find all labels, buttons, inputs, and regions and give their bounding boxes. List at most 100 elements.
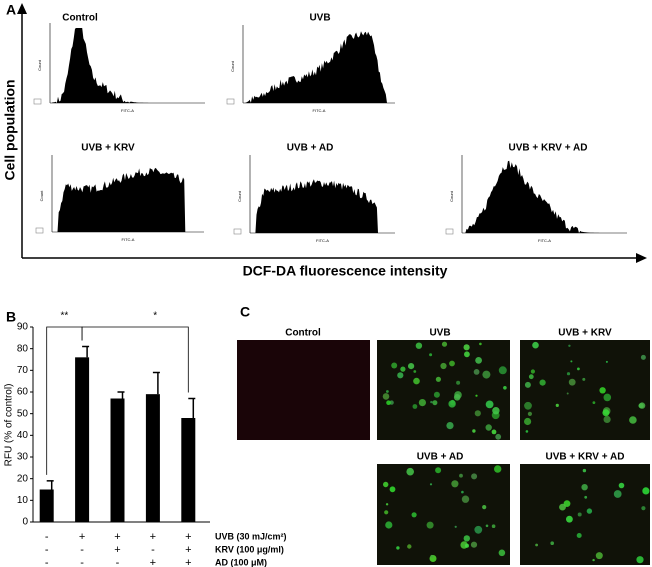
condition-sign: + (150, 531, 156, 543)
cell (448, 400, 456, 408)
cell (400, 366, 406, 372)
histogram-title: UVB (309, 13, 330, 24)
bar (181, 418, 196, 522)
cell (582, 377, 586, 381)
significance-bracket (81, 326, 189, 393)
condition-sign: - (45, 557, 49, 567)
cell (491, 524, 496, 528)
condition-label: UVB (30 mJ/cm²) (215, 531, 287, 541)
cell (406, 467, 415, 476)
cell (568, 344, 571, 347)
cell (456, 380, 461, 385)
axis-label: Count (449, 190, 454, 202)
cell (491, 429, 497, 435)
cell (568, 378, 576, 386)
cell (389, 486, 396, 493)
axis-title: RFU (% of control) (4, 384, 15, 467)
y-tick-label: 80 (17, 343, 29, 354)
cell (577, 512, 582, 517)
cell (459, 473, 463, 478)
cell (576, 533, 582, 538)
axis-label: Count (237, 190, 242, 202)
cell (618, 482, 625, 489)
histogram-title: UVB + AD (287, 143, 334, 154)
cell (525, 430, 529, 433)
y-tick-label: 10 (17, 495, 29, 506)
image-title: UVB + KRV (558, 328, 612, 339)
cell (432, 400, 438, 406)
cell (465, 543, 469, 548)
condition-sign: - (80, 544, 84, 556)
cell (550, 541, 554, 545)
condition-sign: + (114, 544, 120, 556)
cell (528, 374, 534, 380)
cell (470, 541, 478, 548)
icon (33, 98, 42, 105)
cell (535, 543, 538, 547)
cell (494, 465, 502, 473)
cell (603, 415, 611, 423)
cell (454, 525, 457, 528)
significance-label: * (153, 311, 157, 322)
cell (464, 351, 470, 358)
cell (603, 393, 612, 402)
micrograph (520, 340, 650, 440)
micrograph (237, 340, 370, 440)
condition-sign: - (45, 531, 49, 543)
cell (471, 473, 478, 480)
arrowhead (636, 253, 647, 263)
cell (485, 400, 494, 409)
icon (445, 228, 454, 235)
cell (602, 409, 610, 417)
cell (566, 515, 573, 523)
cell (584, 495, 588, 499)
cell (391, 362, 398, 369)
cell (527, 411, 533, 416)
cell (474, 410, 481, 417)
condition-sign: - (116, 557, 120, 567)
cell (485, 424, 492, 431)
cell (440, 362, 447, 370)
bar (145, 394, 160, 522)
cell (463, 535, 470, 542)
icon (226, 98, 235, 105)
cell (463, 344, 470, 351)
cell (482, 370, 491, 379)
cell (441, 341, 448, 347)
bar (110, 398, 125, 522)
y-tick-label: 0 (22, 517, 28, 528)
histogram-shape (54, 167, 196, 232)
y-tick-label: 60 (17, 387, 29, 398)
y-tick-label: 90 (17, 322, 29, 333)
cell (385, 503, 389, 506)
condition-sign: - (45, 544, 49, 556)
cell (415, 342, 423, 349)
cell (495, 433, 502, 440)
cell (430, 554, 434, 558)
axis-label: FITC-A (121, 108, 134, 113)
histogram-title: UVB + KRV + AD (509, 143, 588, 154)
cell (492, 407, 500, 415)
cell (384, 510, 389, 515)
cell (482, 505, 487, 510)
cell (461, 495, 470, 503)
cell (595, 552, 603, 560)
cell (408, 363, 415, 370)
cell (503, 386, 507, 390)
cell (539, 379, 546, 386)
y-tick-label: 50 (17, 408, 29, 419)
cell (475, 394, 478, 397)
axis-label: Count (39, 190, 44, 202)
cell (386, 400, 391, 406)
panel-label: C (240, 304, 250, 320)
axis-title: DCF-DA fluorescence intensity (243, 263, 448, 279)
condition-label: KRV (100 μg/ml) (215, 544, 284, 554)
arrowhead (17, 3, 27, 14)
cell (638, 402, 646, 409)
condition-sign: + (185, 531, 191, 543)
cell (577, 367, 580, 371)
condition-sign: + (79, 531, 85, 543)
image-title: Control (285, 328, 321, 339)
cell (566, 372, 571, 376)
